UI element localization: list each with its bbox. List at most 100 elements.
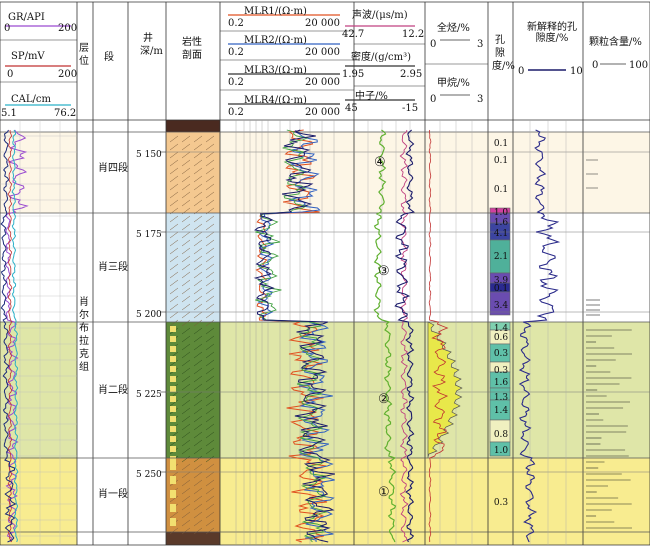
litho-grain xyxy=(170,426,176,432)
litho-hatch xyxy=(181,287,191,295)
litho-hatch xyxy=(193,311,203,319)
litho-hatch xyxy=(181,383,191,391)
litho-hatch xyxy=(181,343,191,351)
mlr1-min: 0.2 xyxy=(228,18,244,29)
grain-min: 0 xyxy=(592,60,599,71)
segment-1: 肖一段 xyxy=(98,489,128,500)
litho-hatch xyxy=(181,447,191,455)
litho-hatch xyxy=(169,263,179,271)
new-por-min: 0 xyxy=(518,66,525,77)
porosity-value: 4.1 xyxy=(493,229,509,239)
litho-hatch xyxy=(169,135,179,143)
litho-hatch xyxy=(205,231,215,239)
litho-hatch xyxy=(181,407,191,415)
litho-hatch xyxy=(205,407,215,415)
mlr3-curve xyxy=(255,129,328,543)
mlr4-min: 0.2 xyxy=(228,107,244,118)
litho-hatch xyxy=(193,511,203,519)
litho-hatch xyxy=(205,191,215,199)
litho-grain xyxy=(170,376,176,382)
litho-hatch xyxy=(181,423,191,431)
litho-grain xyxy=(170,346,176,352)
litho-hatch xyxy=(169,223,179,231)
litho-hatch xyxy=(169,231,179,239)
litho-hatch xyxy=(205,375,215,383)
litho-hatch xyxy=(205,175,215,183)
litho-hatch xyxy=(205,519,215,527)
litho-hatch xyxy=(193,263,203,271)
litho-hatch xyxy=(169,159,179,167)
zone-mark-3: ③ xyxy=(378,264,390,279)
segment-3: 肖三段 xyxy=(98,262,128,273)
segment-2: 肖二段 xyxy=(98,385,128,396)
grain-label: 颗粒含量/% xyxy=(589,37,642,48)
litho-hatch xyxy=(193,287,203,295)
den-curve xyxy=(394,129,415,543)
litho-hatch xyxy=(193,503,203,511)
porosity-box xyxy=(489,291,511,316)
litho-hatch xyxy=(181,439,191,447)
litho-hatch xyxy=(181,167,191,175)
litho-hatch xyxy=(193,415,203,423)
porosity-value: 1.4 xyxy=(493,406,509,416)
ac-min: 42.7 xyxy=(342,29,365,40)
porosity-value: 0.3 xyxy=(493,366,509,376)
cnl-min: 45 xyxy=(345,103,358,114)
layer-header: 层位 xyxy=(79,43,89,67)
litho-hatch xyxy=(205,447,215,455)
porosity-value: 1.4 xyxy=(493,324,509,334)
zone-band-1 xyxy=(0,458,77,545)
litho-hatch xyxy=(205,311,215,319)
sp-curve xyxy=(7,130,13,543)
mlr4-label: MLR4/(Ω·m) xyxy=(244,95,307,106)
grain-max: 100 xyxy=(629,60,649,71)
litho-hatch xyxy=(205,503,215,511)
cal-min: 5.1 xyxy=(1,108,17,119)
litho-hatch xyxy=(193,167,203,175)
litho-hatch xyxy=(181,319,191,327)
zone-mark-1: ① xyxy=(378,485,390,500)
litho-hatch xyxy=(205,263,215,271)
ac-max: 12.2 xyxy=(402,29,425,40)
litho-hatch xyxy=(193,199,203,207)
litho-hatch xyxy=(181,511,191,519)
mlr1-label: MLR1/(Ω·m) xyxy=(244,6,307,17)
mlr2-label: MLR2/(Ω·m) xyxy=(244,35,307,46)
depth-tick: 5 250 xyxy=(136,470,162,480)
litho-hatch xyxy=(193,295,203,303)
sp-label: SP/mV xyxy=(11,51,45,62)
litho-hatch xyxy=(205,511,215,519)
litho-hatch xyxy=(181,215,191,223)
litho-grain xyxy=(170,356,176,362)
litho-hatch xyxy=(205,255,215,263)
litho-hatch xyxy=(169,279,179,287)
litho-hatch xyxy=(169,175,179,183)
segment-header: 段 xyxy=(104,52,114,63)
new-porosity-curve xyxy=(518,129,561,543)
litho-hatch xyxy=(205,487,215,495)
litho-hatch xyxy=(181,191,191,199)
porosity-value: 1.3 xyxy=(493,393,509,403)
litho-grain xyxy=(170,490,176,498)
tg-label: 全烃/% xyxy=(437,23,470,34)
porosity-value: 3.9 xyxy=(493,276,509,286)
litho-hatch xyxy=(169,199,179,207)
litho-hatch xyxy=(181,519,191,527)
porosity-value: 0.8 xyxy=(493,430,509,440)
litho-hatch xyxy=(205,295,215,303)
litho-hatch xyxy=(181,471,191,479)
litho-hatch xyxy=(181,263,191,271)
litho-hatch xyxy=(181,503,191,511)
litho-hatch xyxy=(181,159,191,167)
litho-hatch xyxy=(181,327,191,335)
litho-hatch xyxy=(169,191,179,199)
litho-hatch xyxy=(205,287,215,295)
litho-hatch xyxy=(193,215,203,223)
litho-hatch xyxy=(205,471,215,479)
mlr3-label: MLR3/(Ω·m) xyxy=(244,65,307,76)
litho-unit xyxy=(166,532,220,545)
litho-hatch xyxy=(169,239,179,247)
litho-grain xyxy=(170,406,176,412)
litho-hatch xyxy=(169,527,179,535)
